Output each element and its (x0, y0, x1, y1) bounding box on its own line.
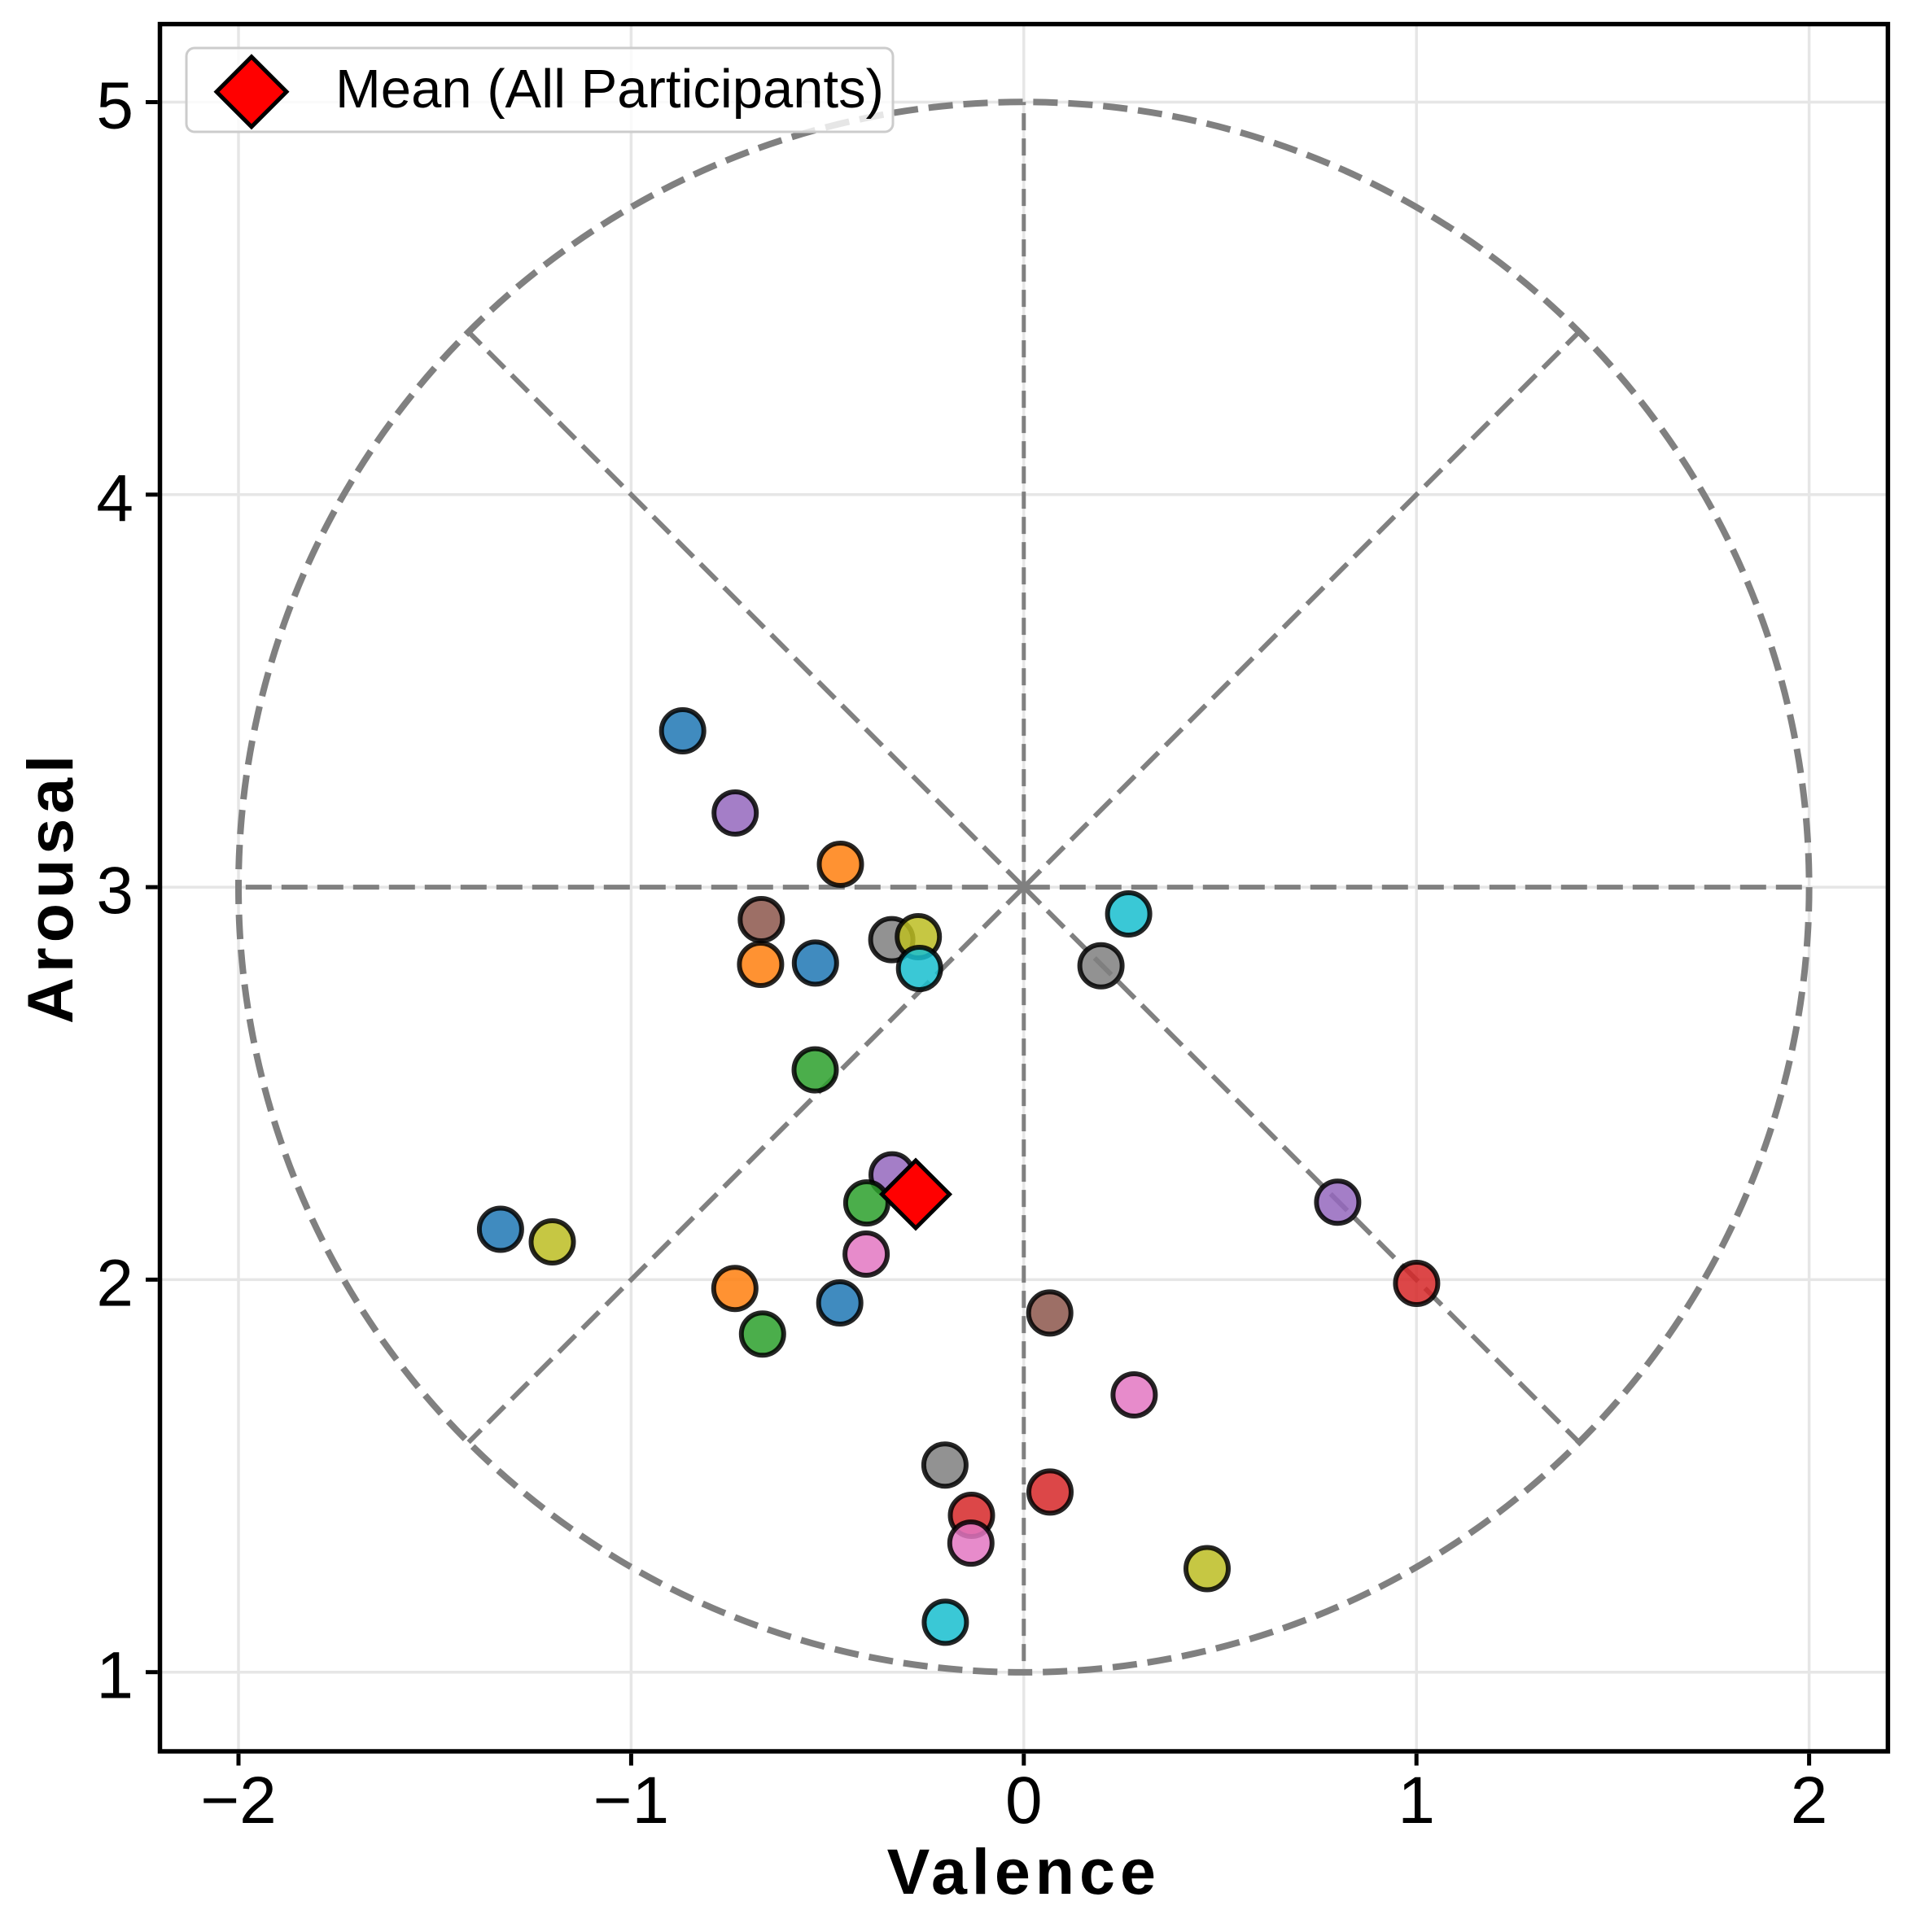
svg-text:1: 1 (96, 1639, 133, 1713)
svg-text:Valence: Valence (887, 1835, 1161, 1908)
svg-text:4: 4 (96, 461, 133, 535)
svg-text:5: 5 (96, 69, 133, 143)
svg-text:2: 2 (1791, 1764, 1828, 1838)
svg-text:1: 1 (1398, 1764, 1435, 1838)
svg-text:Mean (All Participants): Mean (All Participants) (335, 59, 884, 120)
svg-text:3: 3 (96, 854, 133, 928)
svg-text:2: 2 (96, 1246, 133, 1320)
svg-text:−1: −1 (593, 1764, 670, 1838)
svg-text:−2: −2 (200, 1764, 277, 1838)
svg-text:0: 0 (1005, 1764, 1043, 1838)
svg-text:Arousal: Arousal (14, 750, 86, 1024)
